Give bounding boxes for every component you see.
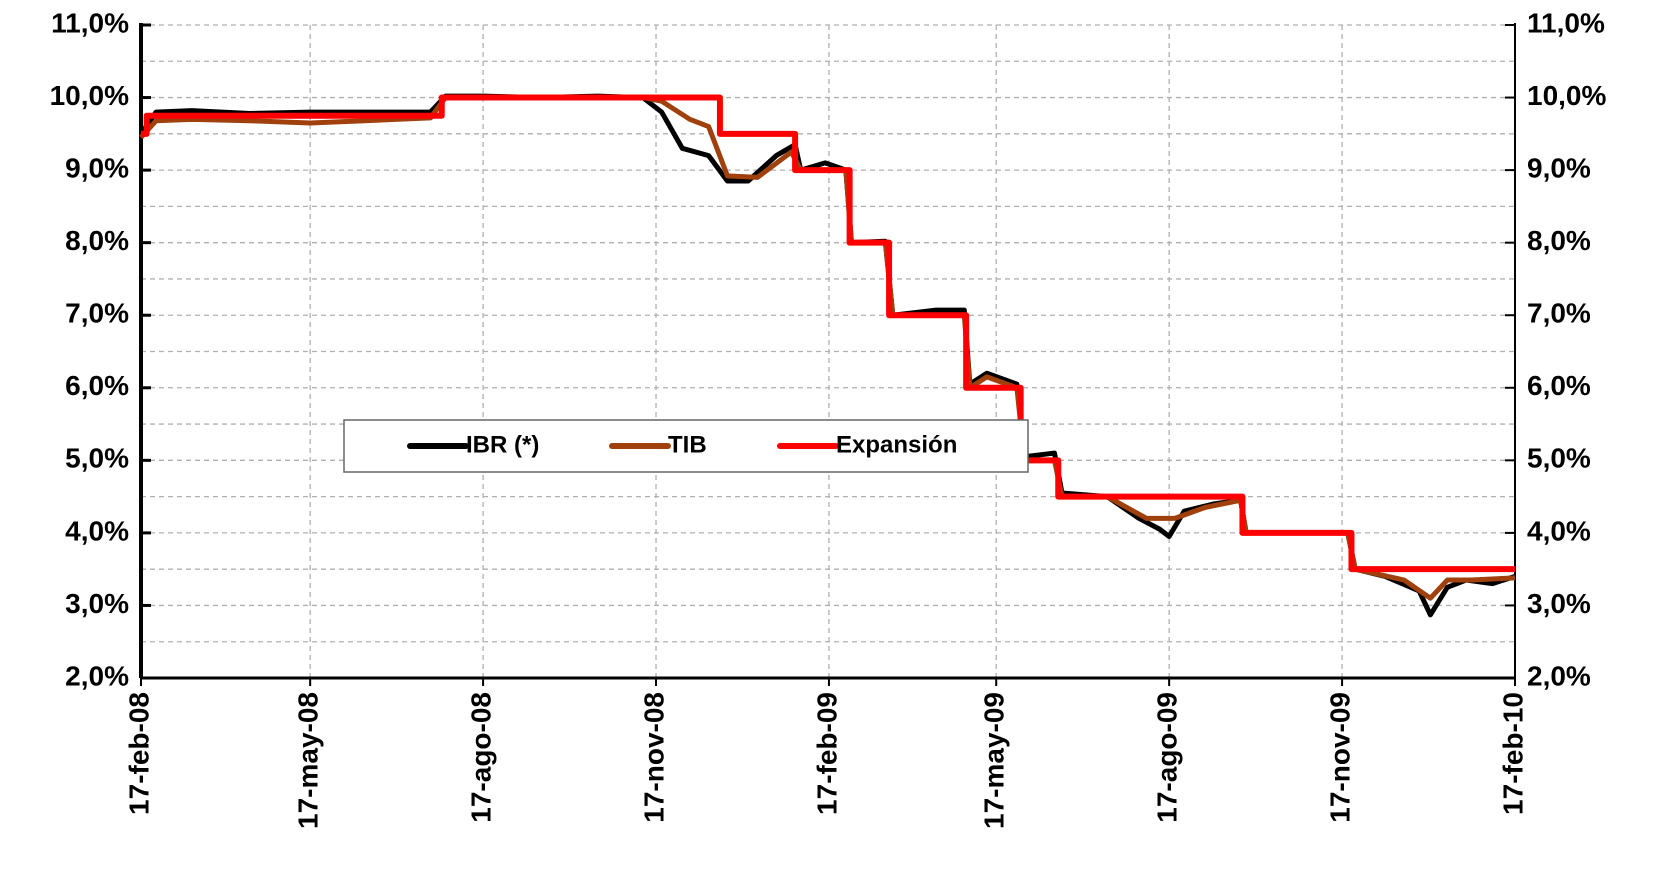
x-tick-label: 17-may-09 — [979, 692, 1010, 829]
y2-tick-label: 3,0% — [1527, 588, 1591, 619]
legend-label: IBR (*) — [466, 431, 539, 458]
x-tick-label: 17-feb-09 — [811, 692, 842, 815]
series-line — [138, 93, 1516, 618]
x-tick-label: 17-feb-08 — [123, 692, 154, 815]
x-tick-label: 17-ago-08 — [465, 692, 496, 823]
legend-label: Expansión — [836, 431, 957, 458]
y2-tick-label: 7,0% — [1527, 298, 1591, 329]
y-tick-label: 7,0% — [65, 298, 129, 329]
y-tick-label: 11,0% — [51, 7, 129, 38]
x-tick-label: 17-feb-10 — [1497, 692, 1528, 815]
y-tick-label: 6,0% — [65, 370, 129, 401]
series-line — [141, 94, 1515, 573]
y2-tick-label: 8,0% — [1527, 225, 1591, 256]
y2-tick-label: 10,0% — [1527, 80, 1606, 111]
y2-tick-label: 9,0% — [1527, 153, 1591, 184]
legend-label: TIB — [668, 431, 707, 458]
y2-tick-label: 11,0% — [1527, 7, 1605, 38]
x-tick-label: 17-may-08 — [293, 692, 324, 829]
y-tick-label: 3,0% — [65, 588, 129, 619]
y-tick-label: 4,0% — [65, 515, 129, 546]
y-tick-label: 10,0% — [50, 80, 129, 111]
x-tick-label: 17-ago-09 — [1152, 692, 1183, 823]
y-tick-label: 2,0% — [65, 660, 129, 691]
y2-tick-label: 2,0% — [1527, 660, 1591, 691]
y-tick-label: 8,0% — [65, 225, 129, 256]
y2-tick-label: 4,0% — [1527, 515, 1591, 546]
x-tick-label: 17-nov-09 — [1324, 692, 1355, 823]
y-tick-label: 5,0% — [65, 443, 129, 474]
y-tick-label: 9,0% — [65, 153, 129, 184]
x-tick-label: 17-nov-08 — [638, 692, 669, 823]
y2-tick-label: 5,0% — [1527, 443, 1591, 474]
y2-tick-label: 6,0% — [1527, 370, 1591, 401]
